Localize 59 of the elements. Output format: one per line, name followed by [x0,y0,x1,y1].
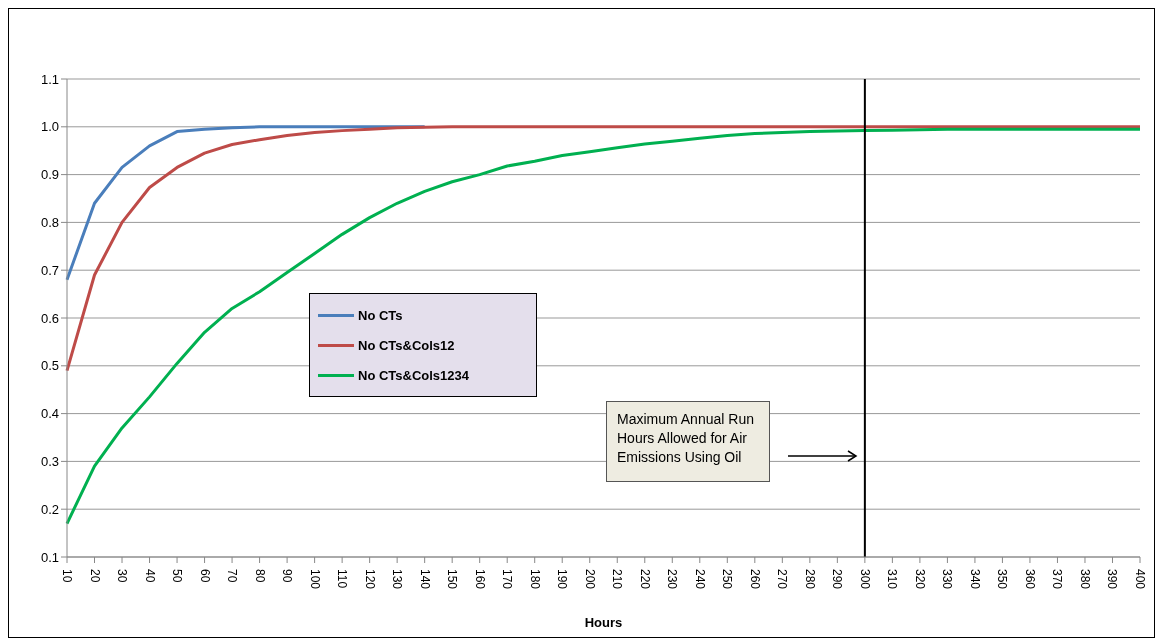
line-series [65,125,427,282]
y-tick-label: 1.1 [40,71,59,87]
x-tick-label: 150 [445,569,460,590]
x-tick-label: 320 [912,569,927,590]
x-tick-label: 230 [665,569,680,590]
y-tick-label: 0.6 [40,310,59,326]
x-tick-label: 200 [582,569,597,590]
x-tick-label: 340 [967,569,982,590]
y-tick-label: 0.2 [40,501,59,517]
y-tick-label: 0.7 [40,262,59,278]
x-tick-label: 80 [252,569,267,583]
x-tick-label: 60 [197,569,212,583]
y-tick-label: 0.4 [40,406,59,422]
x-tick-label: 20 [87,569,102,583]
y-tick-label: 0.5 [40,358,59,374]
x-tick-label: 240 [692,569,707,590]
legend-label: No CTs [358,307,403,323]
x-tick-label: 290 [830,569,845,590]
x-tick-label: 120 [362,569,377,590]
note-box: Maximum Annual Run Hours Allowed for Air Emissions Using Oil [606,401,770,482]
x-tick-label: 310 [885,569,900,590]
x-tick-label: 190 [555,569,570,590]
x-tick-label: 400 [1133,569,1147,590]
x-tick-label: 50 [170,569,185,583]
x-tick-label: 30 [115,569,130,583]
line-series [65,127,1142,526]
line-series [65,125,1142,373]
x-tick-label: 180 [527,569,542,590]
x-tick-label: 40 [142,569,157,583]
legend-label: No CTs&Cols1234 [358,367,470,383]
x-tick-label: 270 [775,569,790,590]
x-tick-label: 350 [995,569,1010,590]
y-tick-label: 0.8 [40,215,59,231]
x-tick-label: 210 [610,569,625,590]
x-tick-label: 360 [1022,569,1037,590]
y-tick-label: 0.1 [40,549,59,565]
x-tick-label: 260 [747,569,762,590]
y-tick-label: 0.9 [40,167,59,183]
x-tick-label: 10 [60,569,74,583]
x-tick-label: 160 [472,569,487,590]
x-tick-label: 130 [390,569,405,590]
y-tick-label: 1.0 [40,119,59,135]
x-tick-label: 220 [637,569,652,590]
x-tick-label: 330 [940,569,955,590]
x-tick-label: 140 [417,569,432,590]
y-tick-label: 0.3 [40,454,59,470]
x-tick-label: 250 [720,569,735,590]
x-tick-label: 300 [857,569,872,590]
x-tick-label: 390 [1105,569,1120,590]
x-axis-title: Hours [584,615,623,630]
x-tick-label: 90 [280,569,295,583]
x-tick-label: 100 [307,569,322,590]
x-tick-label: 70 [225,569,240,583]
x-tick-label: 380 [1077,569,1092,590]
x-tick-label: 170 [500,569,515,590]
legend-label: No CTs&Cols12 [358,337,455,353]
x-tick-label: 280 [802,569,817,590]
x-tick-label: 110 [335,569,350,589]
x-tick-label: 370 [1050,569,1065,590]
